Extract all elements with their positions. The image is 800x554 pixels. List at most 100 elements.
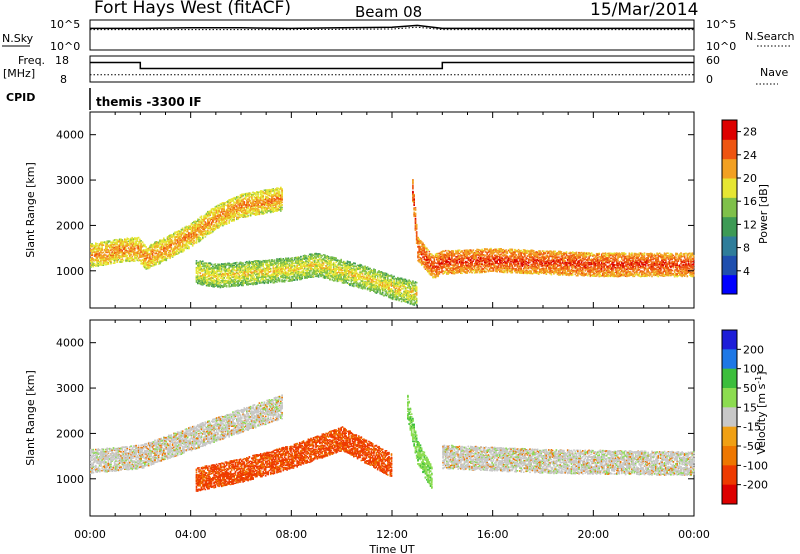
echo-cell	[169, 252, 171, 254]
echo-cell	[96, 243, 98, 245]
echo-cell	[269, 266, 271, 268]
nave-label: Nave	[760, 66, 788, 79]
freq-line	[90, 63, 694, 69]
echo-cell	[207, 230, 209, 232]
echo-cell	[260, 202, 262, 204]
echo-cell	[202, 261, 204, 263]
echo-cell	[281, 207, 283, 209]
echo-cell	[267, 273, 269, 275]
echo-cell	[256, 282, 258, 284]
echo-cell	[196, 260, 198, 262]
echo-cell	[226, 220, 228, 222]
echo-cell	[281, 192, 283, 194]
echo-cell	[223, 206, 225, 208]
echo-cell	[281, 209, 283, 211]
echo-cell	[257, 194, 259, 196]
echo-cell	[284, 281, 286, 283]
freq-label: Freq.	[18, 54, 45, 67]
nsky-tick-bottom: 10^0	[50, 40, 80, 53]
echo-cell	[251, 197, 253, 199]
echo-cell	[164, 239, 166, 241]
echo-cell	[184, 238, 186, 240]
echo-cell	[237, 196, 239, 198]
echo-cell	[116, 261, 118, 263]
echo-cell	[149, 267, 151, 269]
echo-cell	[210, 215, 212, 217]
echo-cell	[280, 187, 282, 189]
echo-cell	[103, 244, 105, 246]
freq-series-group	[90, 63, 694, 75]
echo-cell	[110, 261, 112, 263]
echo-cell	[255, 207, 257, 209]
echo-cell	[236, 262, 238, 264]
nave-tick-bottom: 0	[706, 73, 713, 86]
echo-cell	[157, 249, 159, 251]
echo-cell	[254, 276, 256, 278]
echo-cell	[145, 246, 147, 248]
radar-figure: Fort Hays West (fitACF) Beam 08 15/Mar/2…	[0, 0, 800, 554]
echo-cell	[279, 278, 281, 280]
echo-cell	[134, 248, 136, 250]
echo-cell	[134, 260, 136, 262]
echo-cell	[196, 242, 198, 244]
echo-cell	[281, 188, 283, 190]
echo-cell	[162, 243, 164, 245]
echo-cell	[198, 219, 200, 221]
nsearch-tick-top: 10^5	[706, 18, 736, 31]
echo-cell	[211, 264, 213, 266]
echo-cell	[116, 243, 118, 245]
echo-cell	[266, 261, 268, 263]
echo-cell	[245, 264, 247, 266]
echo-cell	[122, 250, 124, 252]
cpid-label: CPID	[6, 91, 35, 104]
echo-cell	[247, 276, 249, 278]
echo-cell	[228, 269, 230, 271]
echo-cell	[169, 258, 171, 260]
echo-cell	[91, 254, 93, 256]
echo-cell	[256, 271, 258, 273]
echo-cell	[130, 254, 132, 256]
echo-cell	[228, 221, 230, 223]
echo-cell	[210, 220, 212, 222]
echo-cell	[103, 252, 105, 254]
echo-cell	[211, 223, 213, 225]
echo-cell	[200, 273, 202, 275]
station-title: Fort Hays West (fitACF)	[94, 0, 291, 18]
echo-cell	[171, 245, 173, 247]
echo-cell	[259, 210, 261, 212]
nsky-panel-frame	[90, 20, 694, 50]
echo-cell	[276, 281, 278, 283]
echo-cell	[225, 266, 227, 268]
echo-cell	[281, 198, 283, 200]
echo-cell	[147, 256, 149, 258]
echo-cell	[242, 285, 244, 287]
freq-tick-bottom: 8	[60, 73, 67, 86]
date-label: 15/Mar/2014	[590, 0, 698, 20]
echo-cell	[123, 260, 125, 262]
echo-cell	[110, 263, 112, 265]
echo-cell	[252, 275, 254, 277]
echo-cell	[242, 195, 244, 197]
echo-cell	[192, 245, 194, 247]
echo-cell	[254, 281, 256, 283]
echo-cell	[197, 234, 199, 236]
echo-cell	[221, 271, 223, 273]
echo-cell	[225, 275, 227, 277]
echo-cell	[155, 264, 157, 266]
echo-cell	[108, 263, 110, 265]
echo-cell	[193, 240, 195, 242]
echo-cell	[188, 247, 190, 249]
echo-cell	[247, 206, 249, 208]
echo-cell	[231, 275, 233, 277]
echo-cell	[279, 281, 281, 283]
echo-cell	[259, 213, 261, 215]
echo-cell	[133, 240, 135, 242]
echo-cell	[201, 217, 203, 219]
echo-cell	[172, 240, 174, 242]
echo-cell	[91, 253, 93, 255]
echo-cell	[262, 197, 264, 199]
freq-tick-top: 18	[55, 54, 69, 67]
echo-cell	[208, 285, 210, 287]
echo-cell	[226, 285, 228, 287]
echo-cell	[205, 236, 207, 238]
